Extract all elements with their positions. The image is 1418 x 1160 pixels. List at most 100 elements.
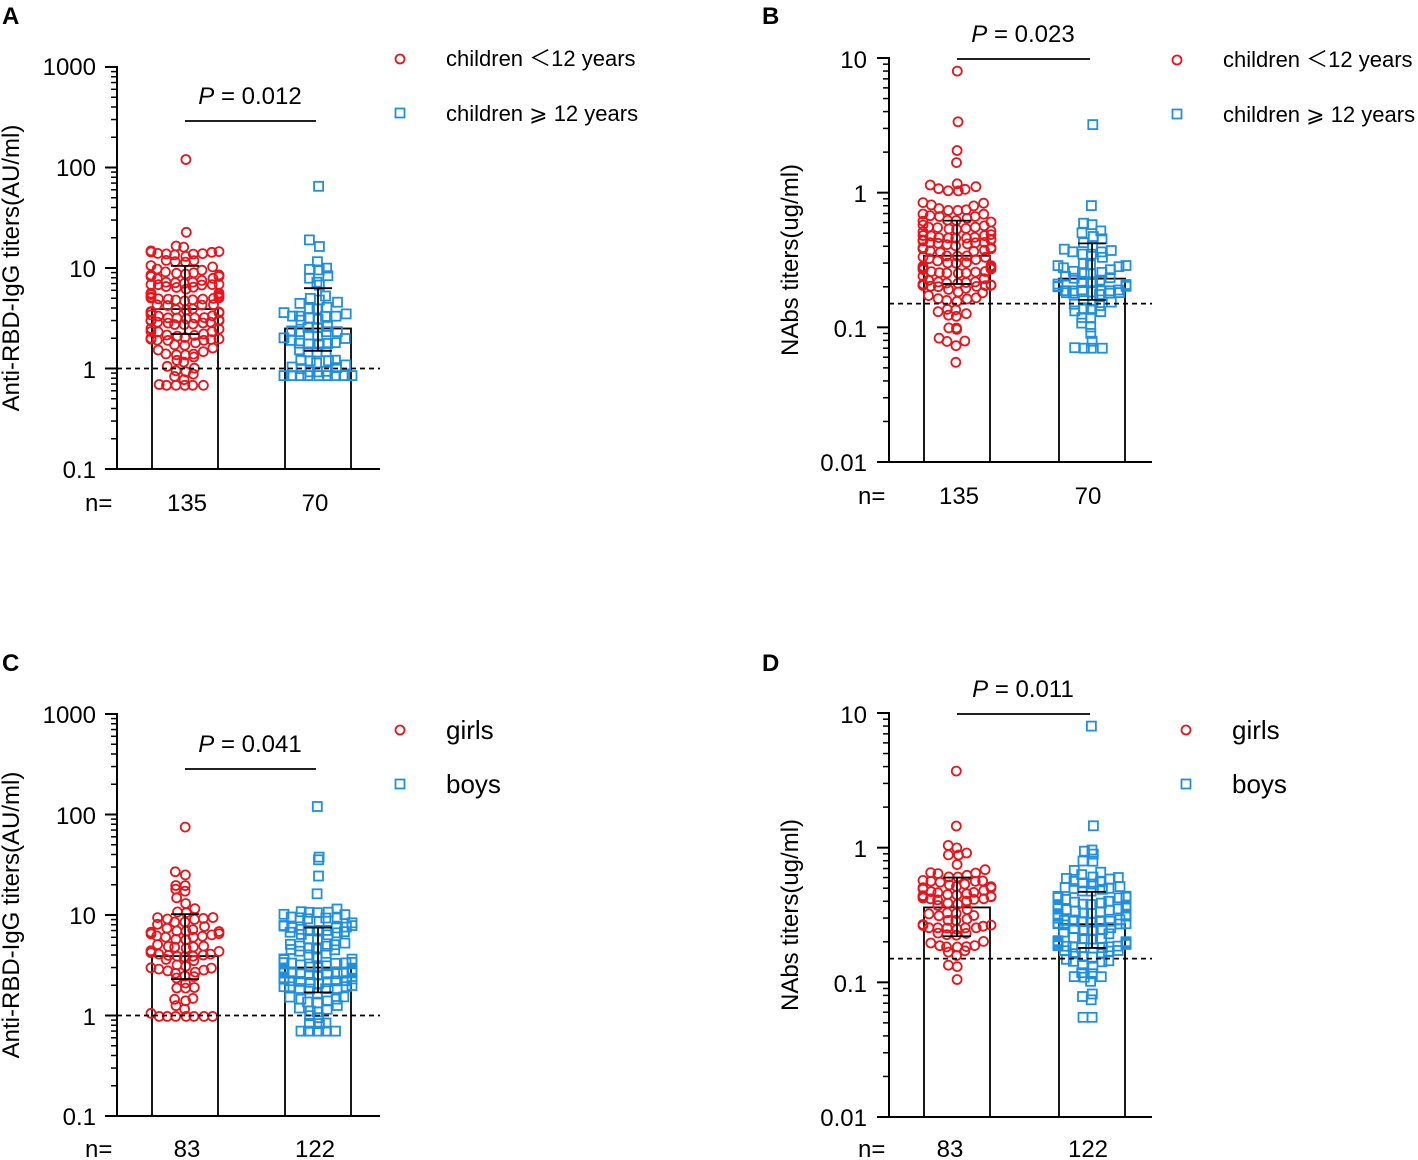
data-point-square: [340, 981, 352, 993]
panel-letter-d: D: [762, 650, 779, 677]
data-point-circle: [170, 240, 182, 252]
data-point-square: [320, 365, 332, 377]
data-point-circle: [925, 867, 937, 878]
data-point-square: [294, 344, 305, 356]
data-point-circle: [171, 959, 183, 971]
data-point-circle: [925, 937, 937, 949]
data-point-circle: [961, 888, 973, 900]
data-point-circle: [179, 339, 191, 351]
data-point-square: [295, 354, 307, 366]
data-point-square: [1096, 342, 1108, 354]
data-point-square: [1095, 306, 1107, 318]
data-point-square: [330, 975, 342, 987]
data-point-square: [1086, 720, 1097, 732]
y-tick-labels: 10 1 0.1 0.01: [820, 47, 867, 477]
legend-entry: children ⩾ 12 years: [1223, 102, 1415, 127]
data-point-circle: [942, 946, 954, 958]
data-point-circle: [941, 941, 952, 953]
data-point-circle: [161, 329, 173, 341]
data-point-circle: [969, 940, 981, 951]
data-point-circle: [970, 867, 981, 879]
group-count: 135: [167, 490, 207, 517]
data-point-square: [1069, 342, 1081, 354]
p-value-annotation: P = 0.023: [971, 21, 1074, 48]
data-point-circle: [198, 964, 210, 976]
data-point-square: [1113, 892, 1125, 904]
data-point-circle: [961, 847, 972, 859]
data-point-circle: [941, 267, 953, 279]
data-point-circle: [170, 883, 182, 895]
data-point-circle: [979, 244, 990, 256]
data-point-circle: [951, 157, 962, 169]
data-point-circle: [985, 881, 997, 892]
data-point-square: [331, 903, 343, 915]
data-point-circle: [917, 208, 929, 220]
data-point-square: [302, 996, 314, 1008]
data-point-square: [339, 333, 351, 344]
data-point-circle: [968, 245, 980, 257]
data-point-circle: [198, 940, 210, 952]
data-point-square: [346, 917, 358, 929]
y-tick-label: 10: [69, 903, 96, 930]
y-tick-label: 10: [840, 702, 867, 729]
panel-c: C Anti-RBD-IgG titers(AU/ml) 1000 100 10…: [0, 650, 501, 1160]
data-point-square: [1068, 876, 1080, 887]
data-point-circle: [932, 293, 944, 305]
y-tick-label: 10: [840, 47, 867, 74]
data-point-circle: [980, 251, 991, 263]
data-point-square: [303, 234, 315, 246]
data-point-square: [1085, 321, 1097, 333]
data-point-circle: [188, 348, 199, 360]
data-point-circle: [170, 880, 182, 891]
panel-letter-b: B: [762, 3, 779, 30]
data-point-circle: [932, 887, 944, 899]
data-point-circle: [197, 248, 209, 260]
data-point-square: [278, 920, 290, 931]
data-point-circle: [932, 306, 944, 318]
y-axis-label: Anti-RBD-IgG titers(AU/ml): [0, 772, 25, 1059]
data-point-square: [1077, 248, 1089, 260]
data-point-circle: [943, 322, 955, 334]
data-point-circle: [968, 887, 980, 898]
data-point-square: [302, 913, 314, 925]
data-point-square: [1061, 873, 1072, 884]
data-point-circle: [152, 247, 164, 259]
data-point-square: [1086, 844, 1098, 856]
y-tick-label: 1: [83, 1004, 96, 1031]
data-point-square: [1094, 274, 1106, 286]
data-point-circle: [970, 181, 982, 193]
panel-a: A Anti-RBD-IgG titers(AU/ml) 1000 100 10…: [0, 3, 638, 517]
y-tick-labels: 1000 100 10 1 0.1: [43, 54, 96, 484]
data-point-square: [322, 338, 334, 349]
y-tick-label: 1: [854, 836, 867, 863]
legend-marker-square: [394, 107, 406, 119]
data-point-circle: [205, 334, 217, 346]
data-point-circle: [942, 257, 954, 269]
data-point-circle: [923, 221, 934, 233]
data-point-circle: [952, 116, 964, 128]
data-point-circle: [923, 908, 935, 920]
data-point-circle: [932, 868, 944, 879]
y-tick-labels: 10 1 0.1 0.01: [820, 702, 867, 1132]
data-point-circle: [152, 316, 163, 328]
data-point-square: [1104, 915, 1116, 927]
y-tick-label: 0.1: [63, 1104, 96, 1131]
data-point-square: [321, 262, 333, 274]
legend-marker-circle: [1171, 54, 1183, 66]
data-point-circle: [145, 962, 157, 974]
data-point-square: [321, 301, 333, 313]
data-point-circle: [923, 922, 935, 934]
p-value-annotation: P = 0.012: [198, 83, 301, 110]
data-point-circle: [213, 306, 225, 318]
group-count: 122: [295, 1136, 335, 1160]
data-point-circle: [942, 914, 954, 926]
data-point-circle: [189, 914, 200, 925]
data-point-circle: [179, 880, 191, 891]
data-point-circle: [208, 299, 219, 311]
legend-marker-circle: [1180, 724, 1192, 736]
data-point-circle: [933, 332, 945, 344]
plot-area-b: [877, 57, 1152, 463]
data-point-circle: [180, 907, 192, 919]
data-point-circle: [196, 264, 208, 276]
data-point-square: [1068, 265, 1079, 277]
